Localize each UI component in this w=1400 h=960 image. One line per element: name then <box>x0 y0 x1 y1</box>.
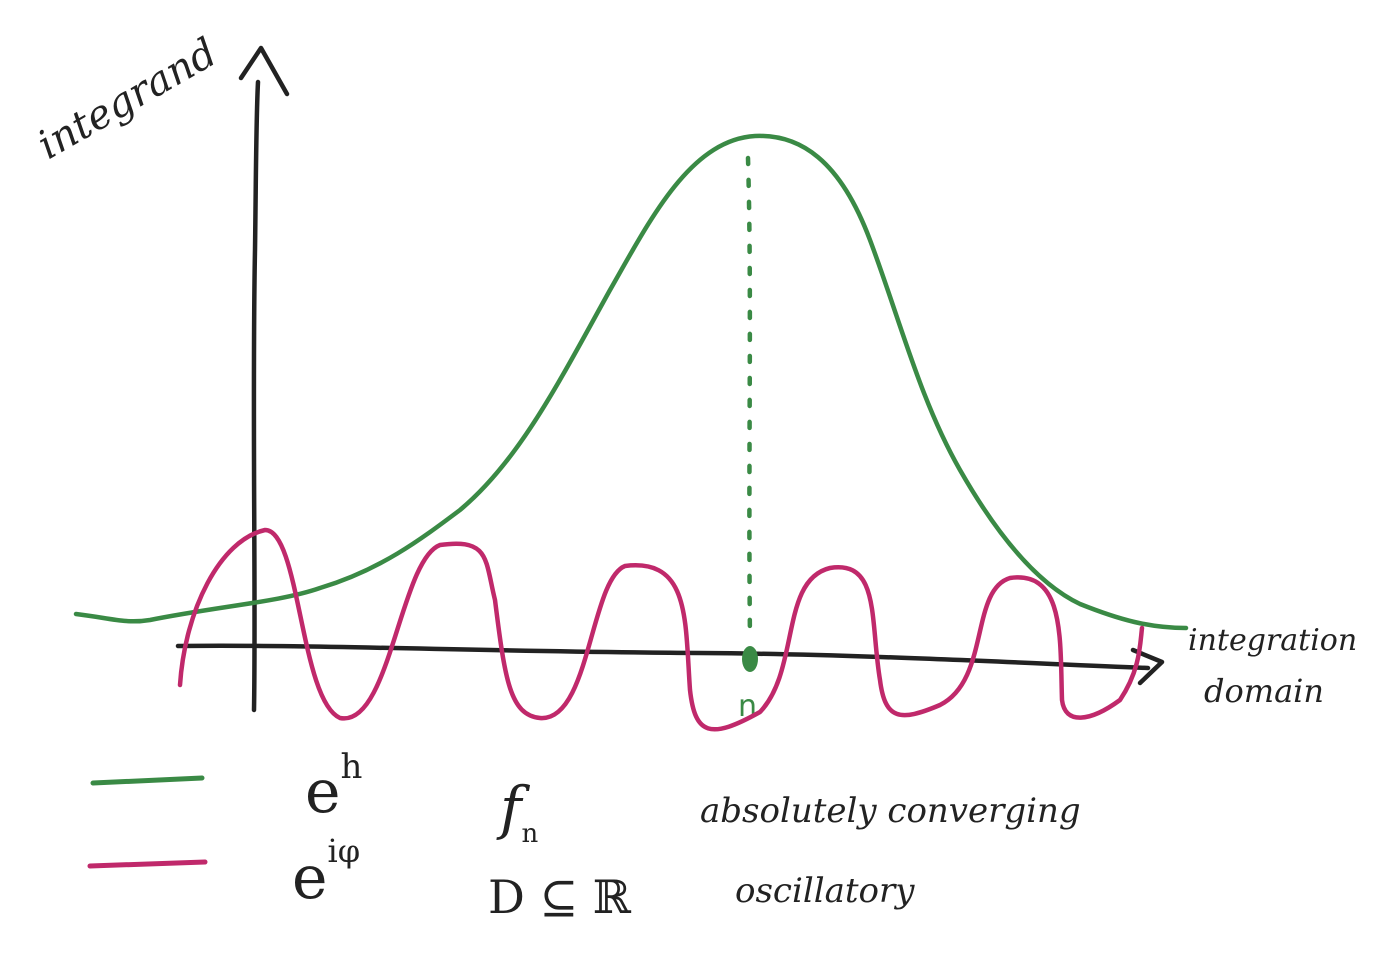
legend-description-oscillatory: oscillatory <box>735 871 915 911</box>
peak-dotted-line <box>745 155 753 643</box>
green-bell-curve <box>73 133 1189 631</box>
x-axis-arrowhead-icon <box>1130 647 1165 686</box>
legend-domain-d-subset-r: D ⊆ ℝ <box>488 870 632 924</box>
y-axis-label: integrand <box>30 30 225 169</box>
legend-symbol-eiphi: eiφ <box>292 832 360 913</box>
legend: eh fn absolutely converging eiφ D ⊆ ℝ os… <box>87 747 1081 924</box>
magenta-oscillation-curve <box>177 527 1145 732</box>
peak-point-marker <box>742 646 758 672</box>
legend-row-magenta: eiφ D ⊆ ℝ oscillatory <box>87 832 915 924</box>
x-axis <box>175 643 1165 686</box>
y-axis-arrowhead-icon <box>238 45 290 97</box>
legend-description-absolutely-converging: absolutely converging <box>700 791 1081 831</box>
x-axis-label-line2: domain <box>1204 672 1324 710</box>
legend-row-green: eh fn absolutely converging <box>90 747 1081 849</box>
legend-swatch-green <box>90 775 205 786</box>
legend-swatch-magenta <box>87 859 208 869</box>
y-axis <box>238 45 290 713</box>
legend-function-fn: fn <box>496 774 538 849</box>
legend-symbol-eh: eh <box>305 747 362 827</box>
x-axis-label-line1: integration <box>1188 623 1357 658</box>
